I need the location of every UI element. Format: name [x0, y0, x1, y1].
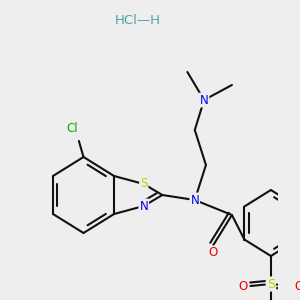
- Text: N: N: [140, 200, 148, 212]
- Text: O: O: [209, 247, 218, 260]
- Text: N: N: [200, 94, 208, 106]
- Text: O: O: [238, 280, 248, 292]
- Text: O: O: [294, 280, 300, 292]
- Text: S: S: [140, 178, 147, 190]
- Text: Cl: Cl: [67, 122, 78, 136]
- Text: N: N: [190, 194, 199, 206]
- Text: S: S: [267, 278, 275, 290]
- Text: HCl—H: HCl—H: [114, 14, 160, 26]
